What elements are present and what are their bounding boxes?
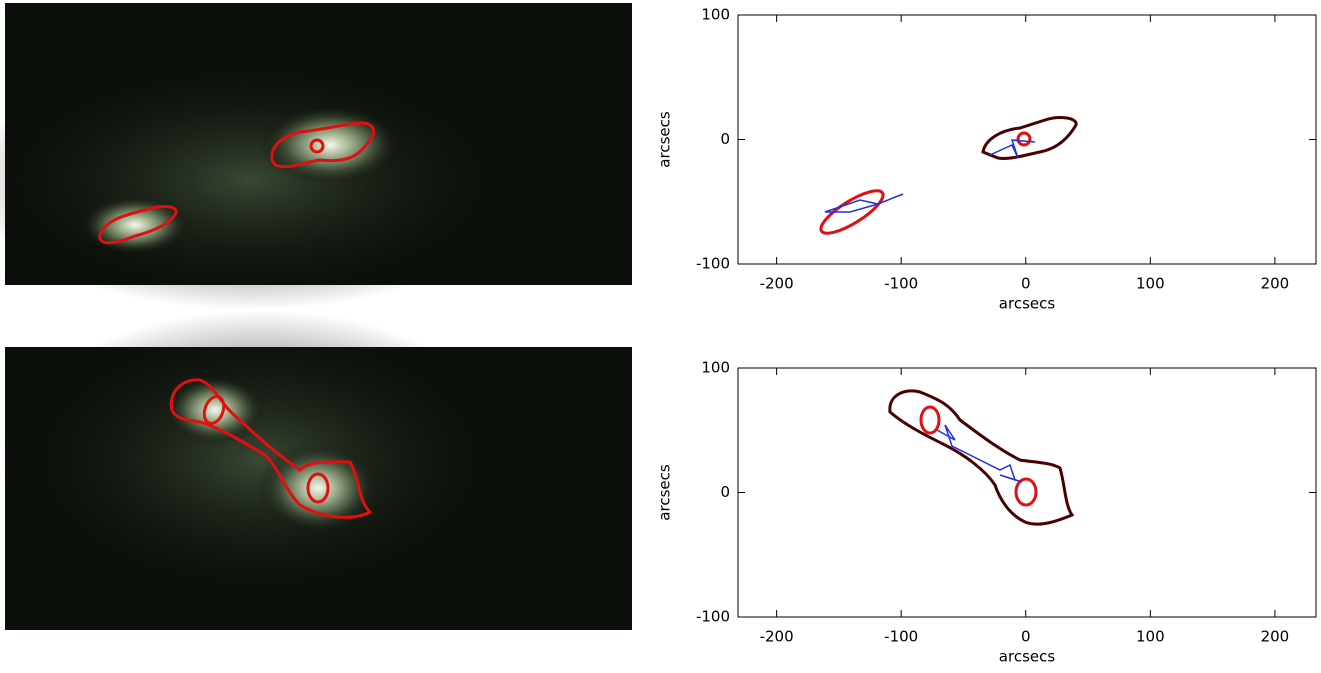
x-tick-label: -100 xyxy=(884,628,918,646)
x-tick-label: 100 xyxy=(1136,275,1165,293)
x-axis-label: arcsecs xyxy=(999,295,1056,313)
plot-frame xyxy=(737,14,1317,265)
plot-frame xyxy=(737,367,1317,618)
x-tick-label: 0 xyxy=(1021,628,1031,646)
y-tick-label: -100 xyxy=(696,255,730,273)
x-tick-label: 100 xyxy=(1136,628,1165,646)
image-bottom xyxy=(0,310,632,630)
y-axis-label: arcsecs xyxy=(656,464,674,521)
y-tick-label: 100 xyxy=(701,359,730,377)
x-tick-label: -100 xyxy=(884,275,918,293)
x-tick-label: -200 xyxy=(760,275,794,293)
x-tick-label: 200 xyxy=(1261,275,1290,293)
x-tick-label: 0 xyxy=(1021,275,1031,293)
image-top xyxy=(0,3,632,310)
y-tick-label: -100 xyxy=(696,608,730,626)
y-tick-label: 0 xyxy=(720,483,730,501)
x-tick-label: -200 xyxy=(760,628,794,646)
y-tick-label: 0 xyxy=(720,130,730,148)
x-axis-label: arcsecs xyxy=(999,648,1056,666)
y-axis-label: arcsecs xyxy=(656,111,674,168)
y-tick-label: 100 xyxy=(701,6,730,24)
x-tick-label: 200 xyxy=(1261,628,1290,646)
plot-contours xyxy=(819,116,1078,526)
